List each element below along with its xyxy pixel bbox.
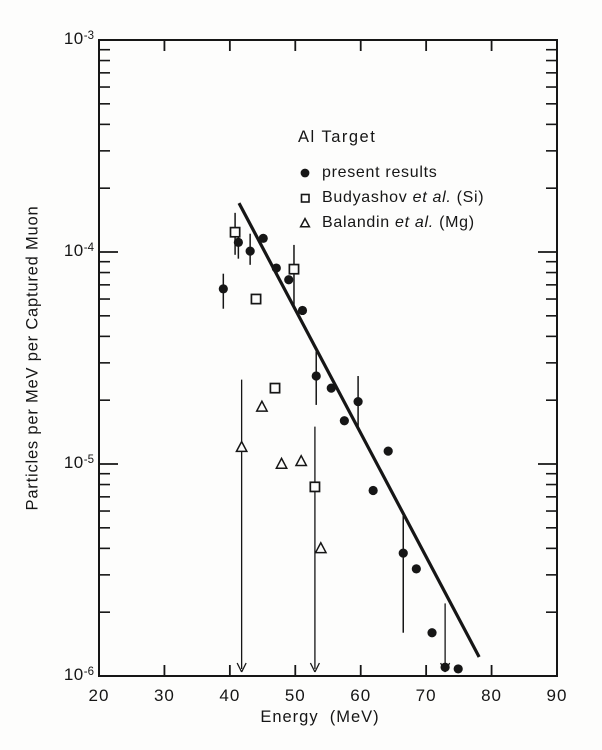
data-point-budyashov	[288, 263, 300, 275]
data-point-balandin	[294, 454, 308, 467]
data-point-present-results	[383, 446, 393, 456]
legend: Al Target present results Budyashov et a…	[296, 128, 484, 235]
x-tick-label: 60	[350, 686, 372, 705]
data-point-present-results	[297, 305, 308, 316]
data-point-balandin	[314, 541, 328, 554]
down-arrow-head	[309, 662, 316, 673]
x-axis-title: Energy (MeV)	[260, 708, 380, 726]
data-point-present-results	[453, 664, 463, 674]
data-point-budyashov	[309, 481, 321, 493]
y-tick-label: 10-5	[63, 453, 94, 472]
x-tick-label: 40	[219, 686, 241, 705]
x-tick-label: 80	[481, 686, 503, 705]
down-arrow-head	[241, 662, 247, 673]
fit-line	[237, 202, 481, 658]
open-square-icon	[296, 190, 313, 206]
data-point-present-results	[218, 284, 228, 294]
y-tick-label: 10-3	[63, 29, 94, 48]
legend-item-present-results: present results	[296, 160, 484, 185]
down-arrow-head	[236, 662, 243, 673]
x-tick-label: 20	[88, 686, 110, 705]
legend-item-balandin: Balandin et al. (Mg)	[296, 210, 484, 235]
data-point-balandin	[275, 456, 288, 469]
y-axis-title: Particles per MeV per Captured Muon	[23, 205, 42, 511]
data-point-present-results	[258, 233, 268, 243]
plot-frame	[98, 39, 558, 677]
x-tick-label: 50	[284, 686, 306, 705]
data-point-present-results	[353, 396, 363, 407]
legend-item-label: Budyashov et al. (Si)	[322, 188, 485, 206]
legend-item-label: Balandin et al. (Mg)	[322, 213, 475, 231]
data-point-present-results	[427, 628, 437, 638]
x-tick-label: 70	[415, 686, 437, 705]
data-point-budyashov	[269, 382, 281, 394]
data-point-present-results	[233, 237, 243, 247]
data-point-balandin	[235, 440, 249, 453]
data-point-present-results	[368, 485, 378, 496]
y-tick-label: 10-6	[63, 665, 94, 684]
data-point-balandin	[255, 399, 269, 412]
x-tick-label: 30	[153, 686, 175, 705]
data-point-present-results	[411, 564, 421, 574]
open-triangle-icon	[296, 215, 313, 231]
data-point-present-results	[339, 416, 349, 426]
data-point-present-results	[271, 263, 281, 273]
legend-item-label: present results	[322, 163, 438, 181]
data-point-present-results	[326, 383, 336, 393]
y-tick-label: 10-4	[63, 241, 94, 260]
legend-title: Al Target	[298, 128, 377, 146]
data-point-present-results	[440, 662, 450, 672]
data-point-present-results	[284, 275, 294, 285]
data-point-present-results	[311, 371, 321, 381]
data-point-present-results	[398, 548, 408, 558]
legend-item-budyashov: Budyashov et al. (Si)	[296, 185, 484, 210]
data-point-budyashov	[229, 226, 241, 238]
filled-circle-icon	[296, 165, 313, 181]
x-tick-label: 90	[546, 686, 568, 705]
data-point-budyashov	[250, 293, 262, 305]
data-point-present-results	[245, 246, 255, 256]
down-arrow-head	[314, 662, 320, 673]
